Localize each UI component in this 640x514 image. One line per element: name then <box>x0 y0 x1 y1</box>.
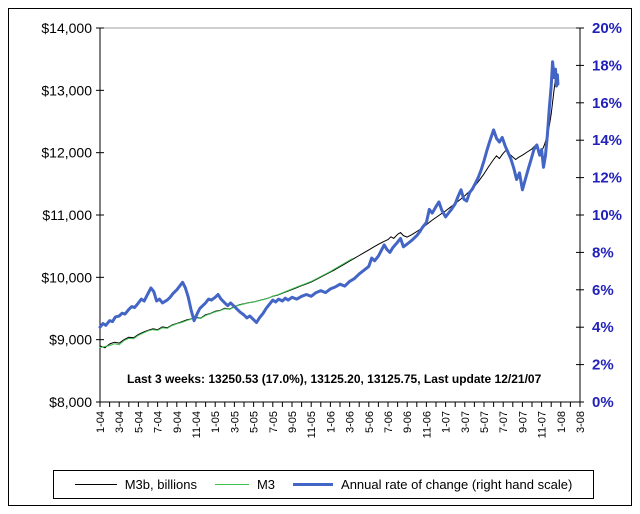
x-axis-tick-label: 1-06 <box>325 411 337 433</box>
legend-label-rate: Annual rate of change (right hand scale) <box>341 477 573 492</box>
series-line-m3b <box>99 74 559 349</box>
x-axis-tick-label: 7-04 <box>153 411 165 433</box>
x-axis-tick-label: 9-04 <box>172 411 184 433</box>
left-axis-tick-label: $11,000 <box>42 207 92 223</box>
left-axis-tick-label: $14,000 <box>41 20 92 36</box>
x-axis-tick-label: 7-06 <box>383 411 395 433</box>
x-axis-tick-label: 3-08 <box>575 411 587 433</box>
x-axis-tick-label: 1-04 <box>95 411 107 433</box>
x-axis-tick-label: 9-05 <box>287 411 299 433</box>
x-axis-tick-label: 1-05 <box>210 411 222 433</box>
x-axis-tick-label: 3-06 <box>345 411 357 433</box>
left-axis-tick-label: $13,000 <box>41 82 92 98</box>
legend-item-rate: Annual rate of change (right hand scale) <box>293 477 572 492</box>
x-axis-tick-label: 1-08 <box>556 411 568 433</box>
legend-line-sample-m3b <box>74 484 117 485</box>
right-axis-tick-label: 14% <box>592 132 622 149</box>
right-axis-tick-label: 8% <box>592 244 614 261</box>
right-axis-tick-label: 0% <box>592 394 614 411</box>
legend-label-m3: M3 <box>256 477 276 492</box>
legend-box: M3b, billions M3 Annual rate of change (… <box>53 470 594 499</box>
right-axis-tick-label: 20% <box>592 20 622 37</box>
legend-item-m3: M3 <box>214 477 276 492</box>
x-axis-tick-label: 7-05 <box>268 411 280 433</box>
left-axis-tick-label: $9,000 <box>49 332 92 348</box>
right-axis-tick-label: 18% <box>592 57 622 74</box>
series-line-annual-rate <box>98 60 560 329</box>
right-axis-tick-label: 2% <box>592 357 614 374</box>
x-axis-tick-label: 5-05 <box>249 411 261 433</box>
x-axis-tick-label: 5-04 <box>133 411 145 433</box>
x-axis-tick-label: 7-07 <box>498 411 510 433</box>
x-axis-tick-label: 11-04 <box>191 411 203 438</box>
right-axis-tick-label: 12% <box>592 170 622 187</box>
x-axis-tick-label: 11-07 <box>537 411 549 438</box>
right-axis-tick-label: 6% <box>592 282 614 299</box>
chart-frame <box>8 8 632 506</box>
right-axis-tick-label: 10% <box>592 207 622 224</box>
x-axis-tick-label: 3-04 <box>114 411 126 433</box>
series-line-m3 <box>99 258 353 348</box>
left-axis-tick-label: $12,000 <box>41 145 92 161</box>
x-axis-tick-label: 11-06 <box>421 411 433 438</box>
x-axis-tick-label: 11-05 <box>306 411 318 438</box>
x-axis-tick-label: 9-07 <box>517 411 529 433</box>
x-axis-tick-label: 3-05 <box>229 411 241 433</box>
x-axis-tick-label: 9-06 <box>402 411 414 433</box>
right-axis-tick-label: 16% <box>592 95 622 112</box>
x-axis-tick-label: 5-06 <box>364 411 376 433</box>
x-axis-tick-label: 5-07 <box>479 411 491 433</box>
last-weeks-annotation: Last 3 weeks: 13250.53 (17.0%), 13125.20… <box>127 372 542 386</box>
legend-line-sample-rate <box>293 483 334 486</box>
x-axis-tick-label: 3-07 <box>460 411 472 433</box>
legend-line-sample-m3 <box>214 484 249 485</box>
x-axis-tick-label: 1-07 <box>441 411 453 433</box>
legend-label-m3b: M3b, billions <box>124 477 197 492</box>
left-axis-tick-label: $8,000 <box>49 394 92 410</box>
right-axis-tick-label: 4% <box>592 319 614 336</box>
legend-item-m3b: M3b, billions <box>74 477 197 492</box>
left-axis-tick-label: $10,000 <box>41 269 92 285</box>
